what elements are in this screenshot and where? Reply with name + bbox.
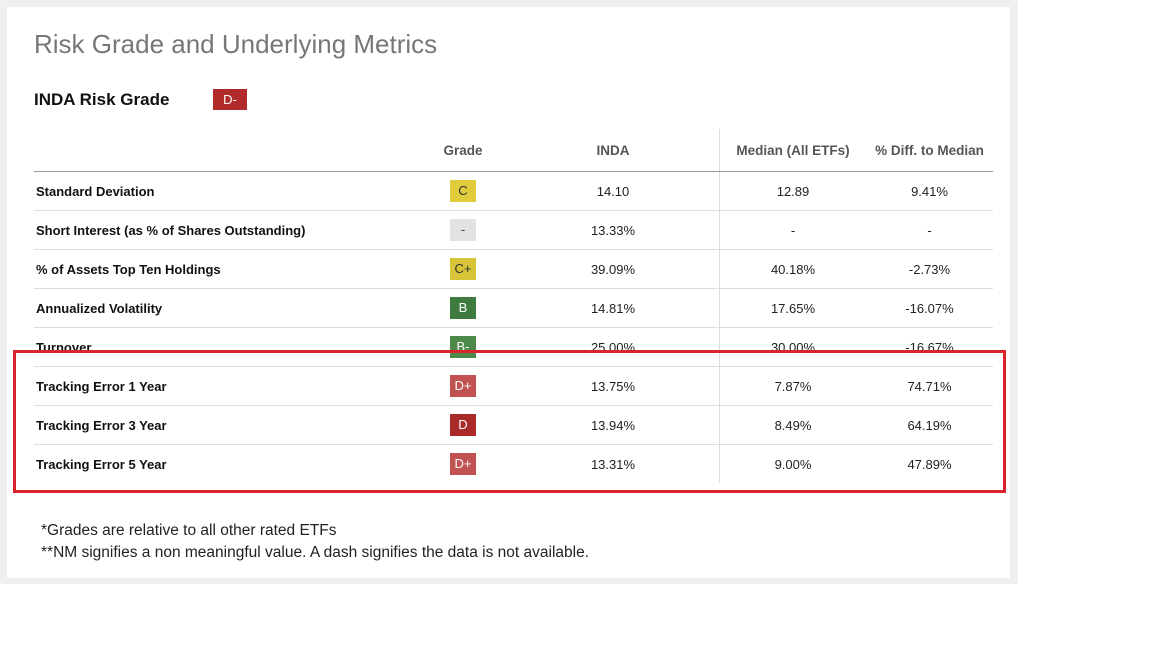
tracking-error-highlight-box (13, 350, 1006, 493)
metric-name: Standard Deviation (34, 171, 419, 211)
diff-value: 9.41% (866, 171, 993, 211)
metrics-card: Risk Grade and Underlying Metrics INDA R… (7, 7, 1010, 578)
diff-value: 64.19% (866, 405, 993, 445)
table-row: % of Assets Top Ten Holdings C+ 39.09% 4… (34, 249, 993, 289)
table-row: Short Interest (as % of Shares Outstandi… (34, 210, 993, 250)
table-row: Annualized Volatility B 14.81% 17.65% -1… (34, 288, 993, 328)
metric-name: % of Assets Top Ten Holdings (34, 249, 419, 289)
header-grade: Grade (419, 129, 507, 172)
metric-name: Tracking Error 5 Year (36, 456, 167, 472)
diff-value: 47.89% (907, 456, 952, 472)
grade-badge: D+ (450, 453, 476, 475)
diff-value: -2.73% (866, 249, 993, 289)
metrics-table: Grade INDA Median (All ETFs) % Diff. to … (34, 129, 993, 483)
header-median: Median (All ETFs) (719, 129, 866, 172)
metric-name: Tracking Error 3 Year (34, 405, 419, 445)
metric-name: Tracking Error 1 Year (34, 366, 419, 406)
header-diff: % Diff. to Median (866, 129, 993, 172)
page-frame: Risk Grade and Underlying Metrics INDA R… (0, 0, 1018, 584)
median-value: 12.89 (719, 171, 866, 211)
diff-value: - (866, 210, 993, 250)
diff-value: -16.67% (866, 327, 993, 367)
risk-grade-badge: D- (213, 89, 247, 110)
table-row: Tracking Error 5 Year D+ 13.31% 9.00% 47… (34, 444, 993, 483)
table-row: Tracking Error 3 Year D 13.94% 8.49% 64.… (34, 405, 993, 445)
median-value: 30.00% (719, 327, 866, 367)
median-value: - (719, 210, 866, 250)
header-metric (34, 129, 419, 172)
grade-badge: B (450, 297, 476, 319)
inda-value: 13.31% (590, 456, 636, 472)
median-value: 8.49% (719, 405, 866, 445)
inda-value: 13.94% (507, 405, 720, 445)
grade-badge: C+ (450, 258, 476, 280)
inda-value: 14.10 (507, 171, 720, 211)
diff-value: 74.71% (866, 366, 993, 406)
table-row: Tracking Error 1 Year D+ 13.75% 7.87% 74… (34, 366, 993, 406)
metric-name: Annualized Volatility (34, 288, 419, 328)
table-header-row: Grade INDA Median (All ETFs) % Diff. to … (34, 129, 993, 172)
table-row: Standard Deviation C 14.10 12.89 9.41% (34, 171, 993, 211)
metric-name: Short Interest (as % of Shares Outstandi… (34, 210, 419, 250)
median-value: 9.00% (719, 444, 866, 483)
footnote-nm: **NM signifies a non meaningful value. A… (41, 544, 590, 561)
footnotes: *Grades are relative to all other rated … (41, 520, 589, 564)
median-value: 17.65% (719, 288, 866, 328)
page-title: Risk Grade and Underlying Metrics (34, 29, 438, 59)
risk-grade-row: INDA Risk Grade D- (34, 89, 247, 110)
median-value: 7.87% (719, 366, 866, 406)
grade-badge: - (450, 219, 476, 241)
diff-value: -16.07% (866, 288, 993, 328)
header-inda: INDA (507, 129, 720, 172)
inda-value: 13.33% (507, 210, 720, 250)
inda-value: 14.81% (507, 288, 720, 328)
inda-value: 13.75% (507, 366, 720, 406)
footnote-grades: *Grades are relative to all other rated … (41, 522, 337, 539)
grade-badge: D+ (450, 375, 476, 397)
grade-badge: D (450, 414, 476, 436)
inda-value: 39.09% (507, 249, 720, 289)
risk-grade-label: INDA Risk Grade (34, 89, 170, 109)
median-value: 40.18% (719, 249, 866, 289)
grade-badge: C (450, 180, 476, 202)
